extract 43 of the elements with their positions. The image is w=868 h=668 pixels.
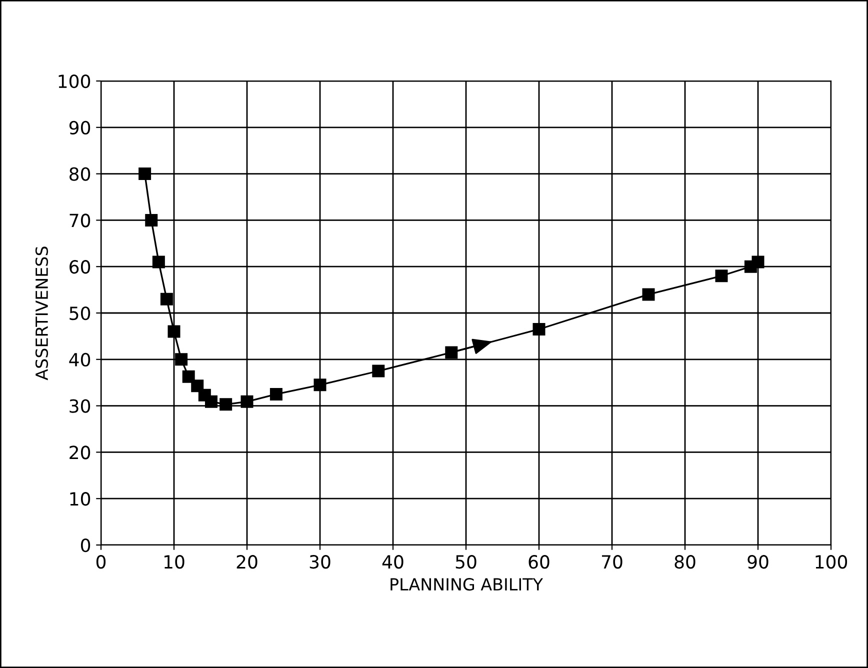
y-tick-label: 60 (70, 260, 90, 274)
x-tick-label: 60 (528, 555, 550, 569)
point (138, 168, 152, 180)
point (220, 398, 232, 411)
point (532, 322, 546, 336)
point (182, 370, 195, 383)
y-tick-label: 10 (70, 492, 90, 506)
x-tick-label: 20 (236, 555, 258, 569)
point (752, 256, 764, 268)
x-tick-label: 100 (816, 555, 848, 569)
point (314, 378, 326, 392)
y-tick-label: 80 (70, 167, 90, 181)
point (152, 256, 165, 268)
point (445, 346, 458, 359)
point (160, 292, 173, 306)
point (642, 288, 655, 301)
point (715, 270, 728, 282)
x-tick-label: 0 (96, 555, 106, 569)
point (270, 388, 282, 400)
y-tick-label: 100 (58, 74, 90, 88)
point (204, 395, 218, 408)
y-tick-label: 90 (69, 120, 90, 135)
x-tick-label: 40 (382, 555, 404, 569)
point (145, 214, 158, 226)
y-axis-title: ASSERTIVENESS (35, 246, 48, 380)
point (175, 353, 188, 366)
point (191, 380, 204, 392)
y-tick-label: 70 (70, 214, 90, 228)
y-tick-label: 40 (69, 352, 90, 367)
point (372, 364, 385, 378)
x-tick-label: 50 (456, 555, 476, 569)
y-tick-label: 0 (80, 538, 90, 552)
x-tick-label: 90 (748, 555, 768, 569)
x-tick-label: 80 (674, 555, 696, 569)
x-tick-label: 10 (164, 555, 184, 569)
point (240, 395, 254, 408)
y-tick-label: 30 (70, 399, 90, 413)
x-tick-label: 30 (310, 555, 330, 569)
point (168, 325, 180, 338)
y-tick-label: 50 (70, 306, 90, 320)
x-tick-label: 70 (602, 555, 622, 569)
x-axis-title: PLANNING ABILITY (390, 578, 544, 591)
y-tick-label: 20 (70, 446, 90, 460)
